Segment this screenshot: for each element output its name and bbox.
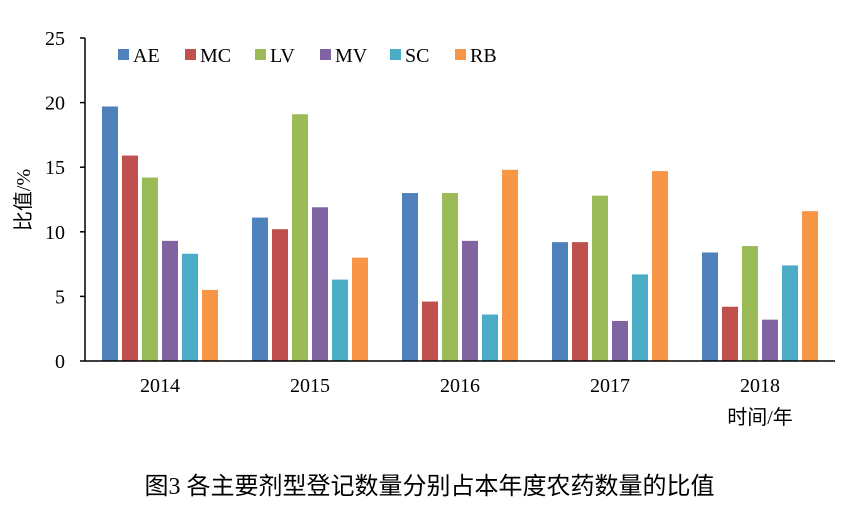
x-axis-label: 时间/年 (727, 406, 793, 429)
bar-AE-2018 (702, 252, 718, 361)
y-tick-label: 15 (45, 157, 65, 179)
bar-RB-2016 (502, 169, 518, 361)
bar-LV-2016 (442, 193, 458, 361)
legend-label-MC: MC (200, 45, 231, 67)
bar-SC-2018 (782, 265, 798, 361)
legend-swatch-AE (118, 49, 129, 60)
bar-AE-2014 (102, 106, 118, 361)
bar-RB-2015 (352, 257, 368, 361)
bar-LV-2015 (292, 114, 308, 361)
bar-AE-2017 (552, 242, 568, 361)
legend-label-AE: AE (133, 45, 160, 67)
bar-MC-2014 (122, 155, 138, 361)
legend-swatch-LV (255, 49, 266, 60)
bar-SC-2014 (182, 253, 198, 361)
bar-SC-2015 (332, 279, 348, 361)
bar-LV-2018 (742, 246, 758, 361)
y-tick-label: 5 (55, 286, 65, 308)
bar-MC-2018 (722, 306, 738, 361)
x-tick-label: 2018 (740, 375, 780, 397)
legend-label-LV: LV (270, 45, 295, 67)
y-tick-label: 20 (45, 93, 65, 115)
legend-label-SC: SC (405, 45, 429, 67)
bar-SC-2017 (632, 274, 648, 361)
legend-swatch-MC (185, 49, 196, 60)
bar-RB-2018 (802, 211, 818, 361)
y-axis-label: 比值/% (12, 169, 35, 231)
bar-MV-2014 (162, 240, 178, 361)
bar-SC-2016 (482, 314, 498, 361)
bar-MV-2016 (462, 240, 478, 361)
legend-label-MV: MV (335, 45, 368, 67)
bar-MV-2017 (612, 320, 628, 361)
bar-MV-2015 (312, 207, 328, 361)
y-tick-label: 10 (45, 222, 65, 244)
bar-MC-2017 (572, 242, 588, 361)
bar-chart: 0 5 10 15 20 25 2014 2015 2016 2017 2018 AE MC LV MV S… (12, 28, 835, 429)
y-tick-label: 0 (55, 351, 65, 373)
x-tick-label: 2016 (440, 375, 480, 397)
bar-MC-2015 (272, 229, 288, 361)
figure-caption: 图3 各主要剂型登记数量分别占本年度农药数量的比值 (144, 474, 715, 500)
bar-LV-2017 (592, 195, 608, 361)
bar-AE-2016 (402, 193, 418, 361)
bar-AE-2015 (252, 217, 268, 361)
x-tick-label: 2017 (590, 375, 630, 397)
legend-swatch-MV (320, 49, 331, 60)
bar-RB-2014 (202, 289, 218, 361)
x-tick-label: 2014 (140, 375, 180, 397)
bar-RB-2017 (652, 171, 668, 361)
legend-swatch-SC (390, 49, 401, 60)
bar-MC-2016 (422, 301, 438, 361)
legend-swatch-RB (455, 49, 466, 60)
legend-label-RB: RB (470, 45, 497, 67)
y-tick-label: 25 (45, 28, 65, 50)
bar-LV-2014 (142, 177, 158, 361)
bar-MV-2018 (762, 319, 778, 361)
x-tick-label: 2015 (290, 375, 330, 397)
